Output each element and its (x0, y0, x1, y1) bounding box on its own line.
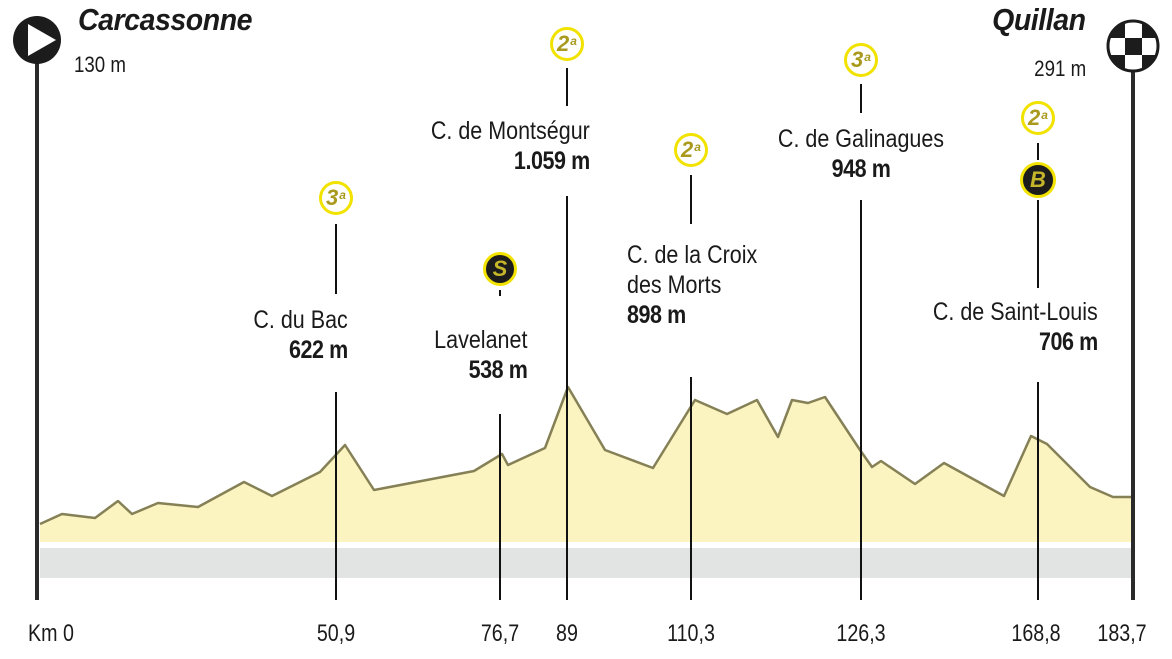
climb-name: Lavelanet (433, 326, 527, 354)
climb-label-bac: C. du Bac 622 m (238, 305, 349, 365)
climb-label-montsegur: C. de Montségur 1.059 m (405, 116, 590, 176)
badge-category-number: 2 (557, 31, 570, 56)
badge-category-number: 3 (326, 185, 339, 210)
sprint-s-badge-lavelanet: S (483, 252, 517, 286)
climb-name-line2: des Morts (627, 271, 722, 299)
bonus-letter: B (1030, 167, 1046, 192)
km-tick-168-8: 168,8 (1011, 620, 1061, 647)
climb-name: C. de Saint-Louis (933, 298, 1098, 326)
climb-label-galinagues: C. de Galinagues 948 m (755, 124, 967, 184)
badge-category-ordinal: a (570, 34, 577, 48)
badge-category-number: 3 (851, 47, 864, 72)
finish-altitude: 291 m (1034, 56, 1086, 81)
climb-altitude: 1.059 m (514, 147, 590, 175)
sprint-letter: S (492, 256, 508, 281)
climb-label-croix: C. de la Croix des Morts 898 m (627, 240, 778, 330)
badge-category-ordinal: a (864, 50, 871, 64)
km-tick-183-7: 183,7 (1097, 620, 1147, 647)
climb-altitude: 706 m (1039, 328, 1098, 356)
badge-category-ordinal: a (1041, 108, 1048, 122)
km-tick-110-3: 110,3 (667, 620, 715, 647)
finish-city-name: Quillan (992, 2, 1087, 37)
km-tick-76-7: 76,7 (480, 620, 520, 647)
badge-category-number: 2 (1028, 105, 1041, 130)
climb-altitude: 948 m (831, 155, 891, 183)
climb-altitude: 898 m (627, 301, 686, 329)
profile-line (39, 385, 1132, 526)
bonus-b-badge-saintlouis: B (1020, 162, 1056, 198)
climb-name: C. du Bac (253, 306, 348, 334)
climb-name: C. de Montségur (431, 117, 590, 145)
badge-category-ordinal: a (339, 188, 346, 202)
climb-name: C. de Galinagues (777, 125, 945, 153)
climb-altitude: 622 m (289, 336, 348, 364)
badge-category-number: 2 (681, 137, 694, 162)
ground-band (40, 548, 1132, 578)
climb-altitude: 538 m (468, 356, 527, 384)
climb-label-lavelanet: Lavelanet 538 m (419, 325, 528, 385)
start-city-name: Carcassonne (78, 2, 253, 37)
profile-area (40, 387, 1132, 542)
finish-checkered-flag-icon (1106, 19, 1160, 73)
km-tick-50-9: 50,9 (316, 620, 356, 647)
start-flag-icon (13, 16, 61, 64)
climb-label-saintlouis: C. de Saint-Louis 706 m (906, 297, 1098, 357)
start-altitude: 130 m (74, 52, 126, 77)
km-tick-126-3: 126,3 (836, 620, 886, 647)
km-tick-0: Km 0 (28, 620, 74, 647)
badge-category-ordinal: a (694, 140, 701, 154)
km-tick-89: 89 (556, 620, 578, 647)
climb-name-line1: C. de la Croix (627, 241, 758, 269)
